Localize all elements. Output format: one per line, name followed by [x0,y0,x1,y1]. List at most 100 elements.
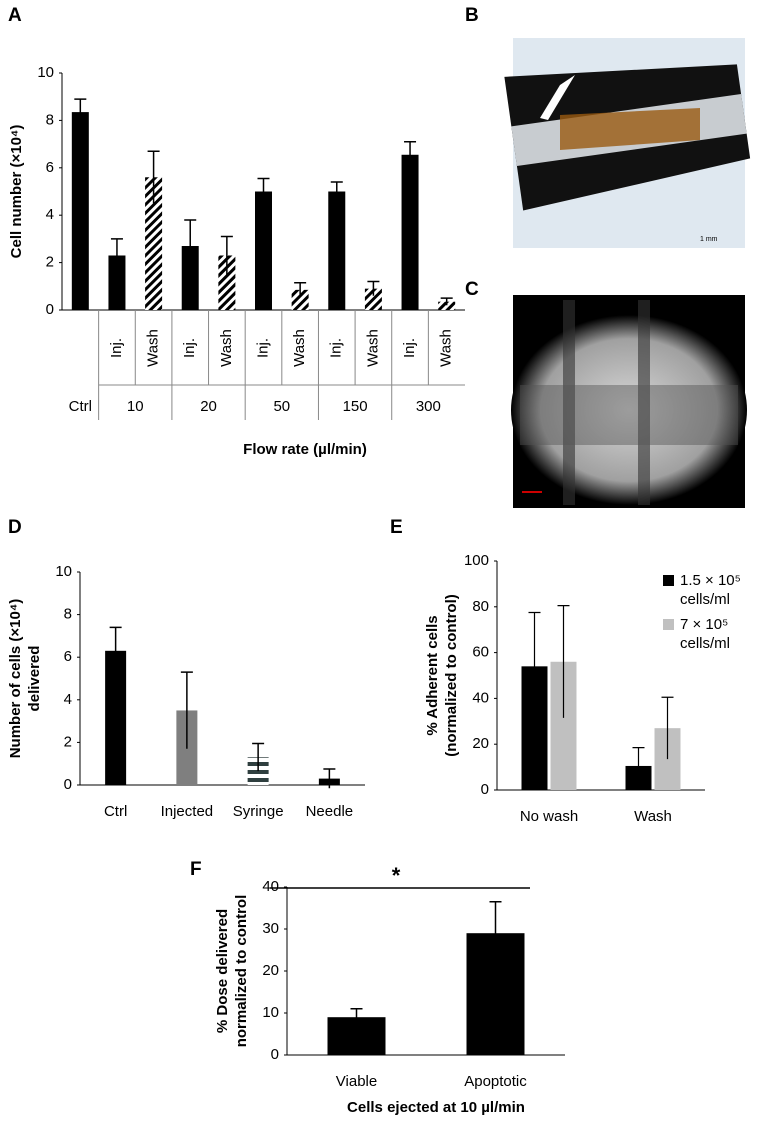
bar [401,154,419,310]
x-group-label: Ctrl [69,398,92,415]
y-tick-label: 20 [262,962,279,979]
error-bar [110,238,123,273]
panel-letter: B [465,5,479,26]
error-bar [350,1008,363,1026]
x-group-label: 150 [343,398,368,415]
error-bar [661,696,674,760]
photo [504,38,751,248]
panel-letter: F [190,859,202,880]
error-bar [367,280,380,296]
x-axis-label: Cells ejected at 10 µl/min [347,1099,525,1116]
error-bar [404,140,417,168]
y-tick-label: 0 [271,1046,279,1063]
y-tick-label: 6 [64,648,72,665]
panel-letter: D [8,517,22,538]
y-axis-label: normalized to control [233,895,250,1048]
x-tick-label: Apoptotic [464,1073,527,1090]
y-tick-label: 4 [46,206,54,223]
legend-label: 7 × 10⁵ cells/ml [680,616,731,652]
bar [71,112,89,310]
legend-swatch [663,619,674,630]
x-tick-label: Injected [161,803,214,820]
panel-letter: C [465,279,479,300]
y-tick-label: 0 [64,776,72,793]
error-bar [180,671,193,749]
bar [328,191,346,310]
y-tick-label: 2 [64,733,72,750]
error-bar [330,181,343,201]
legend-item: 7 × 10⁵ cells/ml [663,615,753,653]
y-tick-label: 60 [472,644,489,661]
y-tick-label: 20 [472,735,489,752]
x-group-label: 300 [416,398,441,415]
bar [181,246,199,310]
bar [255,191,272,310]
legend-label: 1.5 × 10⁵ cells/ml [680,572,741,608]
y-tick-label: 8 [64,606,72,623]
x-tick-label: Viable [336,1073,377,1090]
x-group-label: 10 [127,398,144,415]
bar [218,255,236,310]
x-tick-label: Inj. [181,338,198,358]
y-tick-label: 0 [481,781,489,798]
x-tick-label: Wash [364,329,381,367]
y-tick-label: 0 [46,301,54,318]
scale-label: 1 mm [700,236,718,243]
y-tick-label: 30 [262,920,279,937]
annotation: * [392,863,401,888]
x-tick-label: Wash [218,329,235,367]
x-group-label: 50 [273,398,290,415]
error-bar [323,768,336,789]
x-tick-label: Inj. [328,338,345,358]
y-tick-label: 10 [262,1004,279,1021]
x-tick-label: Wash [634,808,672,825]
error-bar [184,219,197,273]
error-bar [632,747,645,785]
error-bar [74,98,87,126]
legend-swatch [663,575,674,586]
y-tick-label: 10 [37,64,54,81]
error-bar [528,611,541,721]
error-bar [252,742,265,772]
bar [364,288,382,310]
photo [511,295,747,508]
y-tick-label: 4 [64,691,72,708]
y-axis-label: Cell number (×10⁴) [8,125,25,259]
x-tick-label: Needle [306,803,354,820]
y-axis-label: % Adherent cells [424,615,441,735]
y-tick-label: 40 [262,878,279,895]
y-axis-label: % Dose delivered [214,909,231,1033]
x-tick-label: Wash [145,329,162,367]
panel-letter: A [8,5,22,26]
x-group-label: 20 [200,398,217,415]
panel-letter: E [390,517,403,538]
x-axis-label: Flow rate (µl/min) [243,441,367,458]
error-bar [147,150,160,204]
y-tick-label: 40 [472,689,489,706]
x-tick-label: No wash [520,808,578,825]
y-axis-label: delivered [26,646,43,712]
x-tick-label: Wash [438,329,455,367]
y-tick-label: 8 [46,111,54,128]
x-tick-label: Syringe [233,803,284,820]
error-bar [220,235,233,275]
y-tick-label: 6 [46,159,54,176]
error-bar [489,900,502,965]
y-axis-label: Number of cells (×10⁴) [7,599,24,759]
error-bar [440,297,453,306]
bar [105,650,127,785]
x-tick-label: Inj. [401,338,418,358]
y-tick-label: 2 [46,254,54,271]
x-tick-label: Ctrl [104,803,127,820]
error-bar [257,177,270,205]
legend-item: 1.5 × 10⁵ cells/ml [663,571,753,609]
bar [145,177,163,310]
error-bar [109,626,122,675]
error-bar [294,281,307,297]
bar [291,289,309,310]
y-tick-label: 80 [472,598,489,615]
y-axis-label: (normalized to control) [443,594,460,757]
y-tick-label: 10 [55,563,72,580]
x-tick-label: Wash [291,329,308,367]
